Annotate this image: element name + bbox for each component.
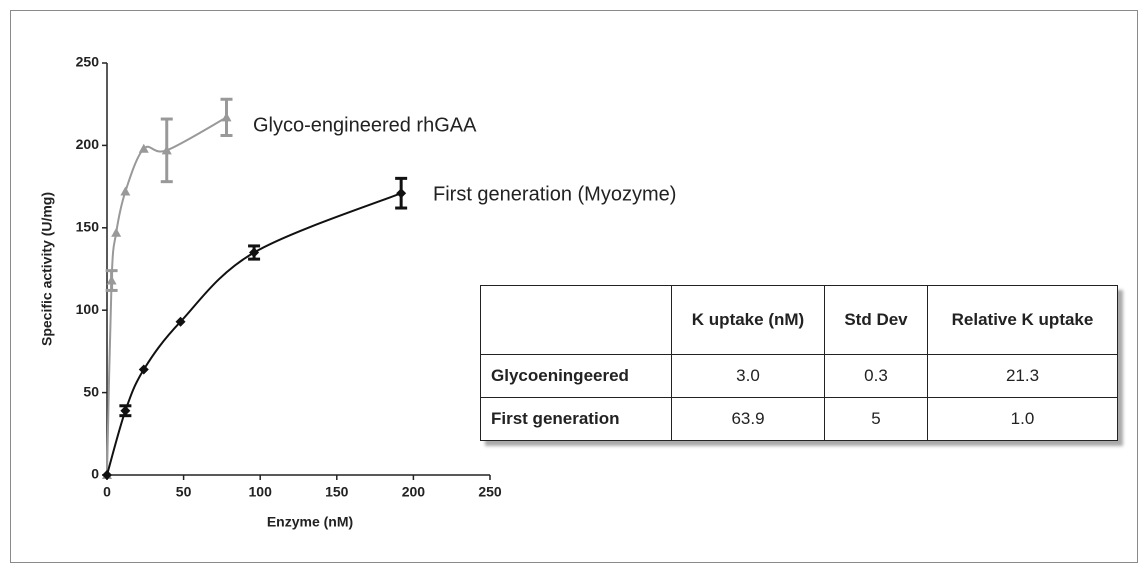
- x-tick-label: 150: [325, 484, 349, 500]
- data-point: [138, 364, 149, 375]
- table-header: K uptake (nM) Std Dev Relative K uptake: [480, 285, 1118, 355]
- y-axis-label: Specific activity (U/mg): [39, 192, 55, 346]
- cell: 0.3: [824, 354, 928, 398]
- header-cell: Std Dev: [824, 285, 928, 355]
- table-row: First generation 63.9 5 1.0: [480, 397, 1118, 441]
- data-point: [120, 405, 131, 416]
- header-cell: [480, 285, 672, 355]
- table-row: Glycoeningeered 3.0 0.3 21.3: [480, 354, 1118, 398]
- data-point: [106, 275, 117, 285]
- series-label: First generation (Myozyme): [433, 183, 676, 205]
- data-point: [221, 112, 232, 122]
- y-tick-label: 200: [76, 136, 100, 152]
- data-point: [249, 247, 260, 258]
- fit-curve: [106, 192, 402, 476]
- data-point: [396, 188, 407, 199]
- data-point: [175, 316, 186, 327]
- y-tick-label: 0: [91, 466, 99, 482]
- data-point: [138, 143, 149, 153]
- data-point: [120, 186, 131, 196]
- x-axis-label: Enzyme (nM): [267, 514, 353, 530]
- x-tick-label: 250: [478, 484, 502, 500]
- cell: 5: [824, 397, 928, 441]
- y-tick-label: 250: [76, 54, 100, 70]
- row-header: Glycoeningeered: [480, 354, 672, 398]
- cell: 3.0: [671, 354, 825, 398]
- cell: 21.3: [927, 354, 1118, 398]
- cell: 63.9: [671, 397, 825, 441]
- header-cell: Relative K uptake: [927, 285, 1118, 355]
- cell: 1.0: [927, 397, 1118, 441]
- frame: [10, 10, 1138, 563]
- x-tick-label: 100: [249, 484, 273, 500]
- row-header: First generation: [480, 397, 672, 441]
- data-point: [111, 227, 122, 237]
- y-tick-label: 100: [76, 301, 100, 317]
- y-tick-label: 50: [83, 383, 99, 399]
- x-tick-label: 200: [402, 484, 426, 500]
- y-tick-label: 150: [76, 219, 100, 235]
- data-point: [161, 145, 172, 155]
- x-tick-label: 50: [176, 484, 192, 500]
- x-tick-label: 0: [103, 484, 111, 500]
- uptake-table: K uptake (nM) Std Dev Relative K uptake …: [480, 285, 1118, 441]
- header-cell: K uptake (nM): [671, 285, 825, 355]
- data-point: [102, 470, 112, 480]
- series-label: Glyco-engineered rhGAA: [253, 114, 477, 136]
